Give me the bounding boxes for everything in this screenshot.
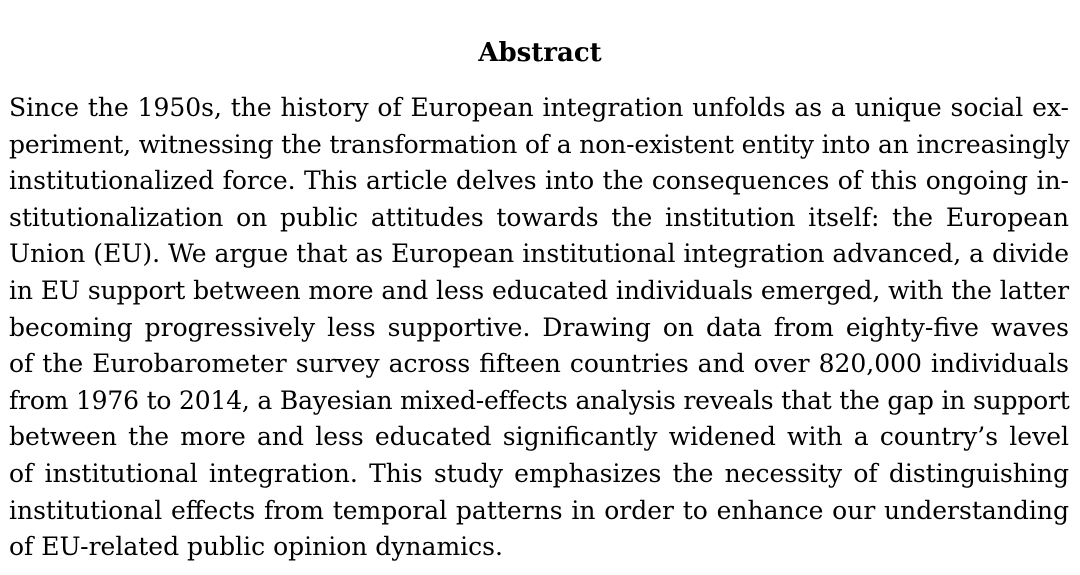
abstract-line: of EU-related public opinion dynamics.	[9, 532, 503, 562]
abstract-line: in EU support between more and less educ…	[9, 275, 1069, 305]
abstract-line: institutionalized force. This article de…	[9, 166, 1069, 196]
abstract-line: between the more and less educated signi…	[9, 422, 1069, 452]
abstract-heading: Abstract	[478, 38, 602, 68]
abstract-line: of institutional integration. This study…	[9, 458, 1069, 488]
abstract-line: Since the 1950s, the history of European…	[9, 93, 1069, 122]
abstract-line: from 1976 to 2014, a Bayesian mixed-effe…	[9, 385, 1070, 415]
abstract-body: Since the 1950s, the history of European…	[9, 90, 1070, 566]
abstract-line: institutional effects from temporal patt…	[9, 495, 1069, 525]
abstract-line: becoming progressively less supportive. …	[9, 312, 1069, 342]
abstract-line: periment, witnessing the transformation …	[9, 129, 1070, 159]
abstract-line: of the Eurobarometer survey across fifte…	[9, 349, 1069, 379]
abstract-line: stitutionalization on public attitudes t…	[9, 202, 1069, 232]
abstract-line: Union (EU). We argue that as European in…	[9, 239, 1069, 269]
